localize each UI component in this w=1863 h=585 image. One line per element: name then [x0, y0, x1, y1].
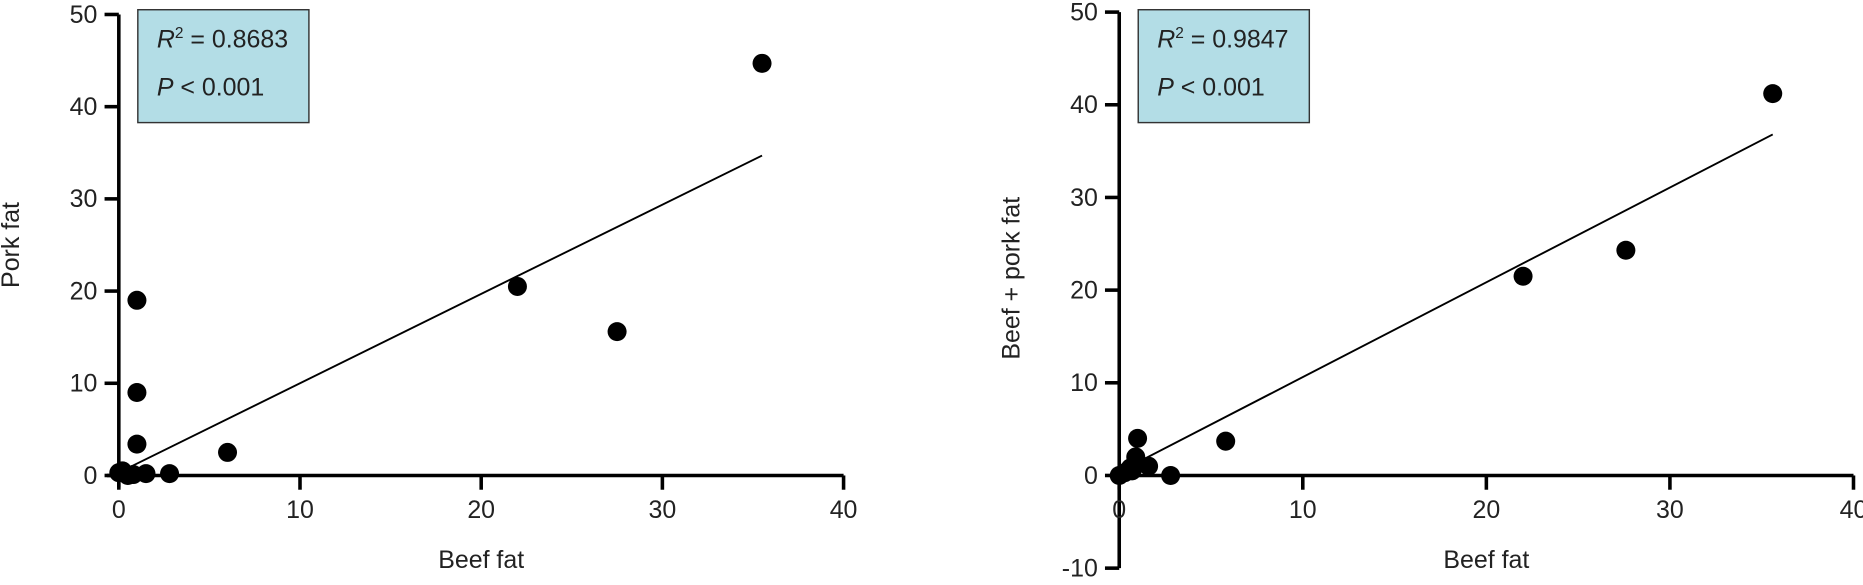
y-tick-label: 10: [70, 370, 98, 398]
y-tick-label: 0: [84, 462, 98, 490]
chart-panel-2: 0 10 20 30 40 -10 0 10 20 30 40 50 Beef fat Beef + po…: [997, 0, 1863, 582]
y-tick-label: 50: [1070, 0, 1098, 26]
y-tick-label: 40: [1070, 91, 1098, 119]
data-point: [1616, 240, 1636, 260]
x-tick-label: 10: [286, 496, 314, 524]
data-point: [127, 290, 147, 310]
stats-box: [137, 9, 310, 124]
chart-panel-1: 0 10 20 30 40 0 10 20 30 40 50 Beef fat Pork fat R2 =…: [0, 1, 857, 574]
r-squared-value: = 0.9847: [1184, 26, 1289, 54]
data-point: [1128, 428, 1148, 448]
data-point: [127, 434, 147, 454]
data-point: [218, 442, 238, 462]
y-tick-label: -10: [1062, 554, 1098, 582]
x-tick-label: 20: [467, 496, 495, 524]
y-tick-label: 10: [1070, 369, 1098, 397]
x-tick-label: 0: [1112, 496, 1126, 524]
p-value-text: P < 0.001: [157, 73, 264, 101]
x-tick-label: 40: [830, 496, 858, 524]
x-tick-label: 10: [1289, 496, 1317, 524]
y-axis-label: Pork fat: [0, 202, 25, 288]
y-tick-label: 20: [70, 277, 98, 305]
data-point: [1139, 456, 1159, 476]
y-tick-label: 0: [1084, 462, 1098, 490]
y-tick-label: 30: [1070, 184, 1098, 212]
p-value-text: P < 0.001: [1157, 73, 1264, 101]
p-label: P: [157, 73, 174, 101]
data-point: [136, 464, 156, 484]
p-label: P: [1157, 73, 1174, 101]
data-point: [1161, 465, 1181, 485]
regression-line: [1127, 133, 1774, 468]
r-squared-text: R2 = 0.9847: [1157, 25, 1288, 54]
data-point: [1216, 431, 1236, 451]
y-tick-label: 40: [70, 93, 98, 121]
y-tick-label: 30: [70, 185, 98, 213]
x-axis-label: Beef fat: [438, 546, 524, 574]
r-squared-text: R2 = 0.8683: [157, 25, 288, 54]
data-point: [1513, 266, 1533, 286]
data-point: [160, 464, 180, 484]
r-squared-value: = 0.8683: [183, 26, 288, 54]
x-tick-label: 30: [1656, 496, 1684, 524]
data-point: [607, 322, 627, 342]
p-value: < 0.001: [1174, 73, 1265, 101]
r-label: R: [1157, 26, 1175, 54]
data-point: [507, 276, 527, 296]
regression-line: [129, 154, 763, 469]
stats-box: [1137, 9, 1311, 124]
r-superscript: 2: [1175, 25, 1184, 42]
y-tick-label: 20: [1070, 276, 1098, 304]
p-value: < 0.001: [173, 73, 264, 101]
r-superscript: 2: [175, 25, 184, 42]
data-point: [127, 382, 147, 402]
x-tick-label: 30: [649, 496, 677, 524]
x-tick-label: 40: [1840, 496, 1863, 524]
data-point: [1763, 84, 1783, 104]
y-axis-label: Beef + pork fat: [997, 197, 1025, 360]
x-tick-label: 0: [112, 496, 126, 524]
r-label: R: [157, 26, 175, 54]
x-tick-label: 20: [1472, 496, 1500, 524]
y-tick-label: 50: [70, 1, 98, 29]
x-axis-label: Beef fat: [1443, 546, 1529, 574]
data-point: [752, 53, 772, 73]
